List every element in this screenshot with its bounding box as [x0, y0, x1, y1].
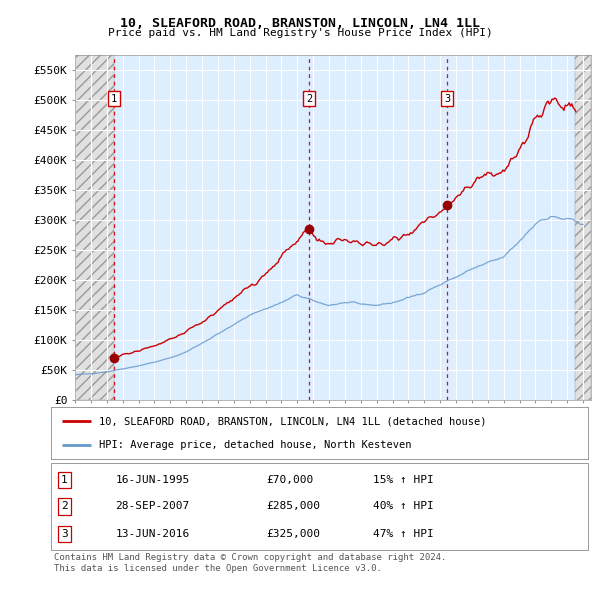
Text: £285,000: £285,000: [266, 502, 320, 511]
Bar: [575, 55, 591, 400]
Text: 16-JUN-1995: 16-JUN-1995: [115, 475, 190, 485]
Text: Price paid vs. HM Land Registry's House Price Index (HPI): Price paid vs. HM Land Registry's House …: [107, 28, 493, 38]
Text: 15% ↑ HPI: 15% ↑ HPI: [373, 475, 434, 485]
Text: £70,000: £70,000: [266, 475, 313, 485]
Text: 3: 3: [444, 94, 450, 104]
Text: 10, SLEAFORD ROAD, BRANSTON, LINCOLN, LN4 1LL: 10, SLEAFORD ROAD, BRANSTON, LINCOLN, LN…: [120, 17, 480, 30]
Text: 13-JUN-2016: 13-JUN-2016: [115, 529, 190, 539]
Text: 2: 2: [61, 502, 68, 511]
Text: 1: 1: [111, 94, 117, 104]
Text: HPI: Average price, detached house, North Kesteven: HPI: Average price, detached house, Nort…: [100, 440, 412, 450]
Text: 47% ↑ HPI: 47% ↑ HPI: [373, 529, 434, 539]
Text: 10, SLEAFORD ROAD, BRANSTON, LINCOLN, LN4 1LL (detached house): 10, SLEAFORD ROAD, BRANSTON, LINCOLN, LN…: [100, 416, 487, 426]
Text: 28-SEP-2007: 28-SEP-2007: [115, 502, 190, 511]
Text: 3: 3: [61, 529, 68, 539]
Text: Contains HM Land Registry data © Crown copyright and database right 2024.
This d: Contains HM Land Registry data © Crown c…: [54, 553, 446, 573]
Text: £325,000: £325,000: [266, 529, 320, 539]
Text: 2: 2: [306, 94, 312, 104]
Bar: [75, 55, 114, 400]
Text: 40% ↑ HPI: 40% ↑ HPI: [373, 502, 434, 511]
Text: 1: 1: [61, 475, 68, 485]
